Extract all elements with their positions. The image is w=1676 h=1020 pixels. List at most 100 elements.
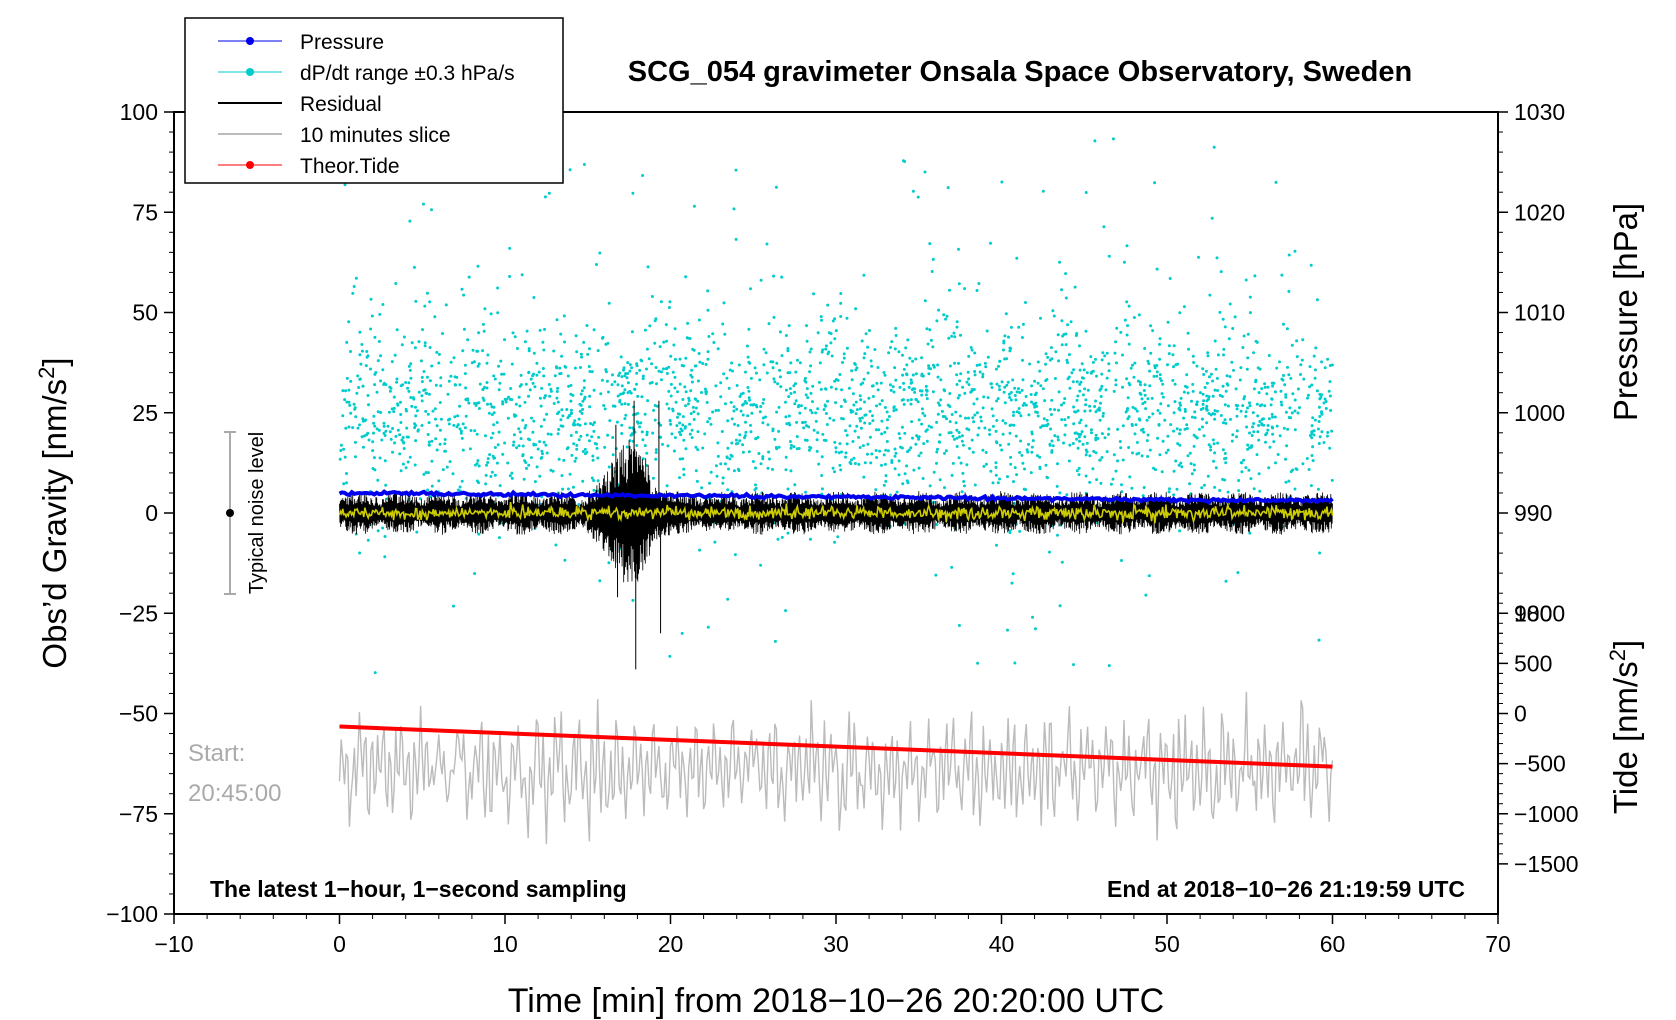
dpdt-point bbox=[539, 404, 543, 408]
dpdt-point bbox=[935, 461, 938, 465]
dpdt-point bbox=[1258, 367, 1262, 371]
dpdt-point bbox=[1209, 448, 1213, 452]
dpdt-point bbox=[1093, 139, 1097, 143]
dpdt-point bbox=[1178, 311, 1182, 315]
dpdt-point bbox=[759, 563, 763, 567]
dpdt-point bbox=[583, 447, 587, 451]
dpdt-point bbox=[394, 434, 398, 438]
dpdt-point bbox=[977, 426, 981, 430]
dpdt-point bbox=[1215, 376, 1219, 380]
dpdt-point bbox=[818, 361, 822, 365]
dpdt-point bbox=[820, 455, 824, 459]
dpdt-point bbox=[1121, 424, 1125, 428]
dpdt-point bbox=[811, 400, 814, 404]
dpdt-point bbox=[902, 388, 906, 392]
dpdt-point bbox=[946, 186, 950, 190]
dpdt-point bbox=[1098, 458, 1102, 462]
dpdt-point bbox=[1201, 425, 1204, 429]
dpdt-point bbox=[1205, 381, 1209, 385]
dpdt-point bbox=[639, 421, 643, 425]
dpdt-point bbox=[1039, 316, 1042, 320]
dpdt-point bbox=[394, 282, 398, 285]
dpdt-point bbox=[1053, 434, 1057, 438]
dpdt-point bbox=[413, 346, 417, 350]
dpdt-point bbox=[535, 465, 539, 469]
dpdt-point bbox=[668, 419, 672, 423]
dpdt-point bbox=[934, 573, 938, 577]
dpdt-point bbox=[1036, 360, 1040, 364]
dpdt-point bbox=[484, 473, 488, 477]
dpdt-point bbox=[1248, 404, 1252, 408]
dpdt-point bbox=[737, 363, 741, 367]
dpdt-point bbox=[1107, 369, 1111, 373]
y-tick-label: 75 bbox=[132, 199, 158, 225]
dpdt-point bbox=[904, 346, 908, 350]
dpdt-point bbox=[667, 306, 671, 309]
dpdt-point bbox=[706, 308, 710, 312]
dpdt-point bbox=[1190, 399, 1193, 403]
dpdt-point bbox=[960, 439, 964, 443]
dpdt-point bbox=[1238, 378, 1242, 382]
dpdt-point bbox=[501, 400, 505, 404]
dpdt-point bbox=[938, 403, 942, 407]
dpdt-point bbox=[1175, 487, 1179, 491]
tide-axis-title-close: ] bbox=[1607, 640, 1644, 649]
dpdt-point bbox=[523, 426, 527, 430]
dpdt-point bbox=[548, 394, 552, 398]
dpdt-point bbox=[662, 340, 666, 344]
dpdt-point bbox=[546, 432, 550, 436]
dpdt-point bbox=[761, 421, 765, 425]
dpdt-point bbox=[875, 456, 879, 459]
dpdt-point bbox=[605, 379, 609, 383]
dpdt-point bbox=[976, 661, 980, 665]
dpdt-point bbox=[506, 461, 510, 465]
dpdt-point bbox=[1020, 388, 1024, 392]
dpdt-point bbox=[1091, 369, 1095, 373]
dpdt-point bbox=[871, 419, 875, 423]
dpdt-point bbox=[441, 332, 444, 335]
dpdt-point bbox=[803, 406, 807, 410]
dpdt-point bbox=[1079, 432, 1083, 436]
dpdt-point bbox=[1079, 380, 1083, 384]
dpdt-point bbox=[713, 540, 717, 544]
dpdt-point bbox=[373, 671, 377, 675]
dpdt-point bbox=[1078, 344, 1081, 348]
start-time: 20:45:00 bbox=[188, 780, 281, 807]
dpdt-point bbox=[653, 418, 657, 422]
dpdt-point bbox=[461, 448, 465, 452]
dpdt-point bbox=[1265, 431, 1269, 435]
dpdt-point bbox=[1013, 466, 1017, 470]
dpdt-point bbox=[604, 342, 608, 346]
dpdt-point bbox=[1197, 255, 1200, 259]
dpdt-point bbox=[750, 411, 754, 415]
dpdt-point bbox=[1214, 367, 1218, 371]
dpdt-point bbox=[492, 411, 496, 415]
dpdt-point bbox=[625, 445, 629, 449]
dpdt-point bbox=[819, 315, 823, 319]
dpdt-point bbox=[937, 308, 941, 312]
dpdt-point bbox=[843, 400, 847, 403]
dpdt-point bbox=[955, 320, 959, 324]
dpdt-point bbox=[625, 376, 629, 380]
dpdt-point bbox=[1084, 453, 1088, 457]
dpdt-point bbox=[1285, 444, 1289, 448]
dpdt-point bbox=[1226, 490, 1230, 494]
dpdt-point bbox=[1051, 444, 1055, 448]
dpdt-point bbox=[358, 353, 362, 357]
dpdt-point bbox=[744, 370, 747, 374]
dpdt-point bbox=[1068, 386, 1072, 390]
dpdt-point bbox=[884, 474, 888, 478]
dpdt-point bbox=[1275, 366, 1279, 370]
dpdt-point bbox=[761, 457, 765, 461]
dpdt-point bbox=[1127, 304, 1131, 308]
dpdt-point bbox=[1074, 410, 1078, 414]
dpdt-point bbox=[1177, 406, 1181, 410]
dpdt-point bbox=[1030, 384, 1034, 388]
dpdt-point bbox=[503, 338, 506, 342]
dpdt-point bbox=[412, 265, 416, 269]
dpdt-point bbox=[988, 433, 992, 436]
dpdt-point bbox=[784, 468, 788, 472]
dpdt-point bbox=[887, 351, 891, 355]
dpdt-point bbox=[575, 447, 579, 451]
dpdt-point bbox=[1254, 380, 1258, 384]
